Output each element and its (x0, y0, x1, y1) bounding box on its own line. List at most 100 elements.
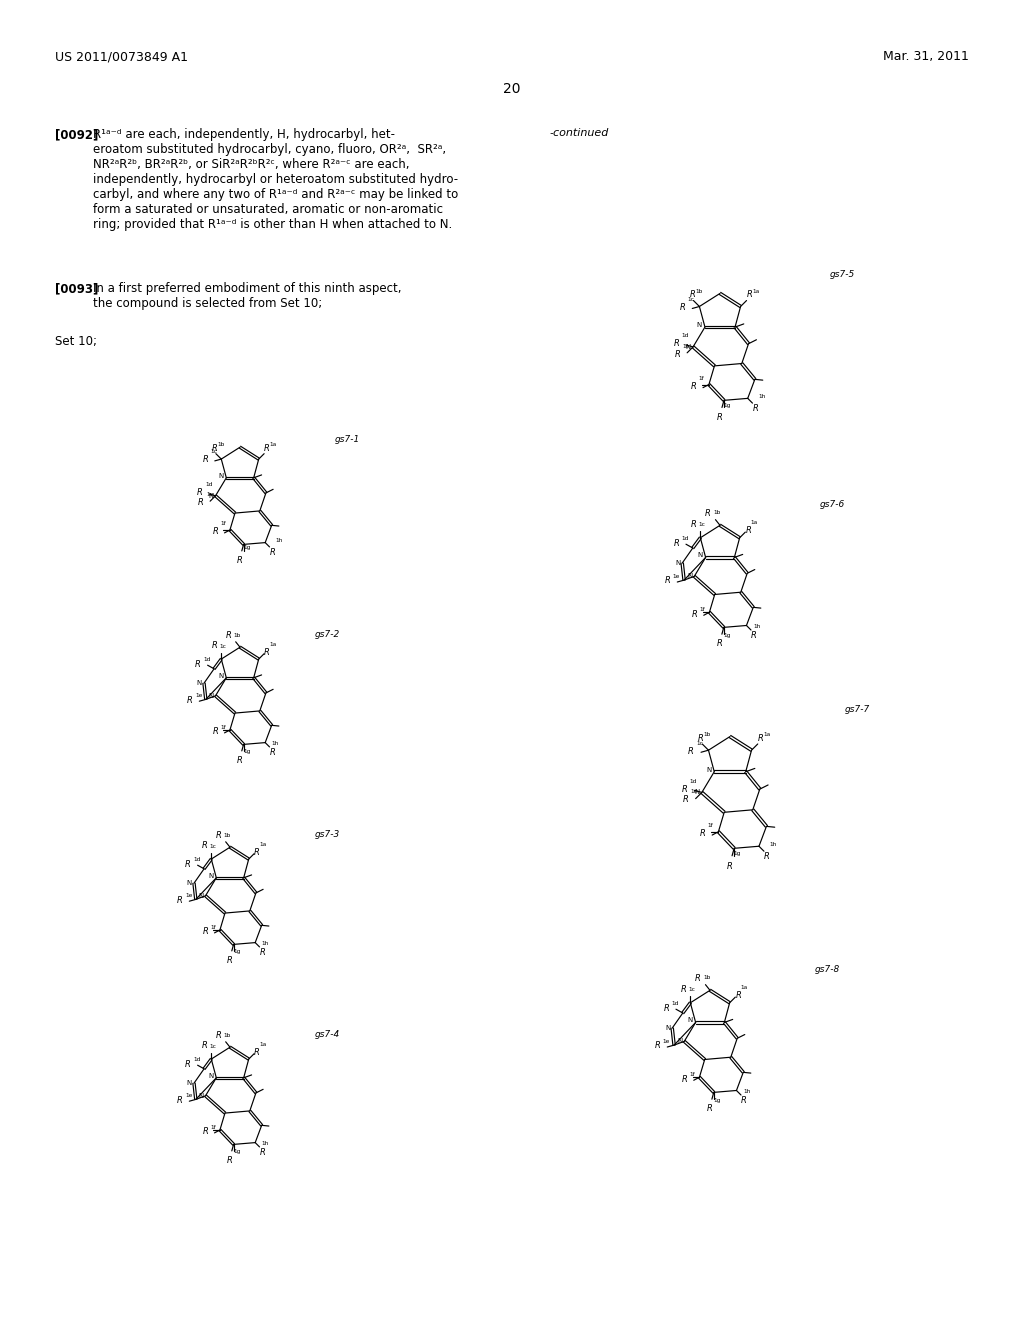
Text: gs7-1: gs7-1 (335, 436, 360, 444)
Text: 1f: 1f (698, 376, 703, 381)
Text: gs7-4: gs7-4 (315, 1030, 340, 1039)
Text: R: R (215, 832, 221, 840)
Text: 1g: 1g (243, 545, 251, 550)
Text: 1a: 1a (740, 986, 749, 990)
Text: R: R (706, 508, 711, 517)
Text: R¹ᵃ⁻ᵈ are each, independently, H, hydrocarbyl, het-
eroatom substituted hydrocar: R¹ᵃ⁻ᵈ are each, independently, H, hydroc… (93, 128, 459, 231)
Text: 1d: 1d (689, 779, 696, 784)
Text: 1c: 1c (698, 523, 706, 527)
Text: R: R (689, 290, 695, 300)
Text: 1e: 1e (690, 789, 698, 795)
Text: 1g: 1g (233, 1150, 241, 1155)
Text: 1f: 1f (699, 607, 706, 612)
Text: R: R (745, 527, 752, 536)
Text: R: R (682, 784, 687, 793)
Text: Mar. 31, 2011: Mar. 31, 2011 (883, 50, 969, 63)
Text: N: N (208, 693, 214, 698)
Text: 1f: 1f (220, 725, 226, 730)
Text: 1a: 1a (260, 1041, 267, 1047)
Text: N: N (687, 573, 692, 579)
Text: R: R (213, 527, 218, 536)
Text: 1c: 1c (210, 1044, 217, 1049)
Text: R: R (213, 727, 218, 737)
Text: In a first preferred embodiment of this ninth aspect,
the compound is selected f: In a first preferred embodiment of this … (93, 282, 401, 310)
Text: R: R (269, 748, 275, 756)
Text: R: R (203, 455, 209, 465)
Text: N: N (208, 1073, 213, 1078)
Text: R: R (699, 829, 706, 838)
Text: [0093]: [0093] (55, 282, 98, 294)
Text: 1h: 1h (758, 393, 765, 399)
Text: 1h: 1h (262, 1140, 269, 1146)
Text: 1g: 1g (233, 949, 241, 954)
Text: R: R (741, 1096, 746, 1105)
Text: R: R (269, 548, 275, 557)
Text: 1h: 1h (754, 624, 761, 628)
Text: R: R (654, 1041, 660, 1051)
Text: R: R (197, 488, 203, 498)
Text: 1f: 1f (211, 1125, 216, 1130)
Text: N: N (675, 560, 680, 566)
Text: R: R (681, 985, 686, 994)
Text: 1e: 1e (185, 892, 193, 898)
Text: 1c: 1c (687, 297, 694, 302)
Text: R: R (746, 290, 753, 300)
Text: 1h: 1h (275, 537, 283, 543)
Text: R: R (735, 991, 741, 1001)
Text: 1d: 1d (204, 657, 211, 663)
Text: N: N (186, 1080, 193, 1086)
Text: R: R (177, 1096, 183, 1105)
Text: R: R (751, 631, 757, 640)
Text: R: R (238, 756, 243, 764)
Text: 1g: 1g (724, 634, 731, 638)
Text: 1g: 1g (244, 750, 251, 755)
Text: 1b: 1b (233, 632, 241, 638)
Text: R: R (675, 350, 680, 359)
Text: 1b: 1b (703, 975, 711, 981)
Text: 1c: 1c (210, 843, 217, 849)
Text: 1e: 1e (195, 693, 203, 698)
Text: R: R (225, 631, 231, 640)
Text: N: N (199, 892, 204, 899)
Text: gs7-2: gs7-2 (315, 630, 340, 639)
Text: 1d: 1d (681, 536, 689, 541)
Text: R: R (665, 577, 671, 585)
Text: R: R (681, 1074, 687, 1084)
Text: 1g: 1g (733, 851, 740, 857)
Text: R: R (259, 948, 265, 957)
Text: N: N (665, 1026, 670, 1031)
Text: R: R (664, 1005, 669, 1012)
Text: 1h: 1h (271, 741, 279, 746)
Text: 1a: 1a (763, 733, 770, 738)
Text: R: R (254, 1048, 260, 1057)
Text: 1e: 1e (673, 574, 680, 578)
Text: [0092]: [0092] (55, 128, 98, 141)
Text: 1e: 1e (185, 1093, 193, 1098)
Text: R: R (764, 853, 770, 862)
Text: R: R (680, 302, 685, 312)
Text: R: R (691, 520, 696, 529)
Text: -continued: -continued (550, 128, 609, 139)
Text: 1a: 1a (260, 842, 267, 847)
Text: 1d: 1d (194, 1057, 201, 1063)
Text: 1e: 1e (206, 492, 213, 496)
Text: 1c: 1c (689, 987, 695, 993)
Text: R: R (202, 841, 208, 850)
Text: R: R (753, 404, 759, 413)
Text: 1f: 1f (689, 1072, 695, 1077)
Text: R: R (691, 610, 697, 619)
Text: N: N (208, 873, 213, 879)
Text: R: R (717, 639, 723, 648)
Text: 1b: 1b (703, 733, 711, 738)
Text: R: R (264, 444, 270, 453)
Text: N: N (696, 322, 702, 329)
Text: R: R (727, 862, 733, 871)
Text: R: R (707, 1105, 713, 1114)
Text: R: R (185, 861, 191, 869)
Text: R: R (212, 444, 218, 453)
Text: 1h: 1h (769, 842, 776, 847)
Text: R: R (212, 642, 218, 651)
Text: 1c: 1c (211, 449, 217, 454)
Text: R: R (690, 381, 696, 391)
Text: R: R (203, 1127, 209, 1137)
